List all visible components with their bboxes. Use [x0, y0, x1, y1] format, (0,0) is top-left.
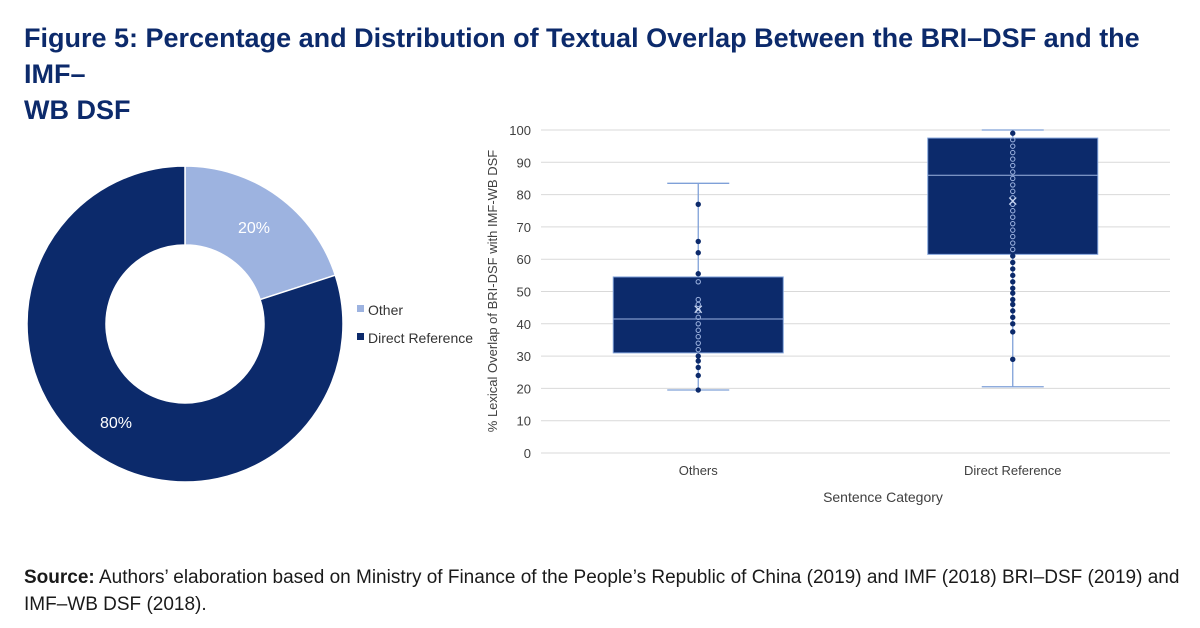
data-point-direct-reference-4 — [1010, 308, 1016, 314]
data-point-direct-reference-29 — [1010, 149, 1016, 156]
x-tick-label-others: Others — [679, 463, 719, 478]
y-tick-label-80: 80 — [517, 188, 531, 203]
legend-label-other: Other — [368, 302, 403, 318]
data-point-direct-reference-18 — [1010, 220, 1016, 227]
data-point-direct-reference-17 — [1010, 227, 1016, 233]
data-point-direct-reference-19 — [1010, 214, 1016, 220]
data-point-direct-reference-5 — [1010, 301, 1016, 308]
data-point-direct-reference-30 — [1010, 143, 1016, 149]
data-point-direct-reference-9 — [1010, 279, 1016, 285]
y-tick-label-0: 0 — [524, 446, 531, 461]
data-point-direct-reference-16 — [1010, 233, 1016, 240]
box-others — [612, 182, 784, 393]
y-tick-label-50: 50 — [517, 285, 531, 300]
y-tick-labels: 0 10 20 30 40 50 60 70 80 90 100 — [509, 123, 531, 461]
figure-title-line1: Figure 5: Percentage and Distribution of… — [24, 23, 1140, 89]
data-point-others-17 — [695, 238, 701, 245]
figure-title: Figure 5: Percentage and Distribution of… — [24, 20, 1174, 128]
source-text: Authors’ elaboration based on Ministry o… — [24, 567, 1180, 615]
donut-slice-direct-reference — [26, 165, 344, 483]
data-point-direct-reference-7 — [1010, 290, 1016, 296]
data-point-others-1 — [695, 372, 701, 379]
figure-charts: 20% 80% Other Direct Reference 0 10 20 30 40… — [26, 123, 1170, 505]
source-note: Source: Authors’ elaboration based on Mi… — [24, 564, 1184, 618]
x-tick-labels: Others Direct Reference — [679, 463, 1062, 478]
donut-label-other: 20% — [238, 220, 270, 237]
y-tick-label-70: 70 — [517, 220, 531, 235]
data-point-others-5 — [695, 346, 701, 353]
figure-title-line2: WB DSF — [24, 95, 131, 125]
data-point-direct-reference-15 — [1010, 240, 1016, 246]
box-direct-reference — [927, 129, 1099, 388]
data-point-direct-reference-26 — [1010, 169, 1016, 175]
iqr-box-direct-reference — [927, 137, 1099, 255]
legend-swatch-direct-reference — [357, 333, 364, 340]
data-point-direct-reference-22 — [1010, 195, 1016, 201]
data-point-direct-reference-13 — [1010, 253, 1016, 259]
data-point-direct-reference-31 — [1010, 136, 1016, 143]
y-tick-label-90: 90 — [517, 155, 531, 170]
data-point-others-8 — [695, 327, 701, 333]
data-point-others-6 — [695, 340, 701, 346]
x-axis-label: Sentence Category — [823, 489, 943, 505]
box-plot-boxes — [612, 129, 1099, 393]
y-axis-label: % Lexical Overlap of BRI-DSF with IMF-WB… — [485, 150, 500, 432]
data-point-direct-reference-2 — [1010, 321, 1016, 327]
y-tick-label-40: 40 — [517, 317, 531, 332]
box-plot-chart: 0 10 20 30 40 50 60 70 80 90 100 Others Direct Refe… — [485, 123, 1170, 505]
data-point-direct-reference-11 — [1010, 266, 1016, 272]
data-point-others-14 — [695, 279, 701, 285]
y-tick-label-10: 10 — [517, 414, 531, 429]
data-point-others-4 — [695, 353, 701, 359]
data-point-direct-reference-23 — [1010, 188, 1016, 195]
data-point-direct-reference-25 — [1010, 175, 1016, 182]
data-point-direct-reference-6 — [1010, 296, 1016, 303]
source-label: Source: — [24, 567, 95, 588]
data-point-others-15 — [695, 271, 701, 277]
donut-slices — [26, 165, 344, 483]
mean-marker-direct-reference — [1008, 197, 1017, 206]
data-point-direct-reference-20 — [1010, 208, 1016, 214]
data-point-direct-reference-12 — [1010, 259, 1016, 266]
data-point-direct-reference-21 — [1010, 201, 1016, 207]
donut-chart: 20% 80% — [26, 165, 344, 483]
mean-marker-others — [694, 305, 703, 314]
y-tick-label-30: 30 — [517, 349, 531, 364]
data-point-others-16 — [695, 250, 701, 256]
data-point-direct-reference-3 — [1010, 314, 1016, 321]
donut-legend: Other Direct Reference — [357, 302, 473, 346]
data-point-direct-reference-1 — [1010, 329, 1016, 335]
data-point-others-9 — [695, 321, 701, 327]
donut-slice-other — [184, 165, 337, 301]
legend-label-direct-reference: Direct Reference — [368, 330, 473, 346]
data-point-direct-reference-27 — [1010, 162, 1016, 169]
data-point-direct-reference-24 — [1010, 182, 1016, 188]
data-point-others-0 — [695, 387, 701, 393]
y-tick-label-20: 20 — [517, 381, 531, 396]
data-point-others-7 — [695, 334, 701, 340]
data-point-others-2 — [695, 364, 701, 371]
x-tick-label-direct-reference: Direct Reference — [964, 463, 1062, 478]
donut-label-direct-reference: 80% — [100, 415, 132, 432]
legend-swatch-other — [357, 305, 364, 312]
data-point-direct-reference-0 — [1010, 356, 1016, 363]
y-tick-label-100: 100 — [509, 123, 531, 138]
data-point-others-10 — [695, 314, 701, 321]
y-tick-label-60: 60 — [517, 252, 531, 267]
data-point-others-18 — [695, 201, 701, 207]
data-point-others-13 — [695, 296, 701, 303]
data-point-direct-reference-28 — [1010, 156, 1016, 162]
data-point-direct-reference-8 — [1010, 285, 1016, 291]
data-point-direct-reference-32 — [1010, 130, 1016, 136]
data-point-direct-reference-10 — [1010, 272, 1016, 279]
data-point-direct-reference-14 — [1010, 246, 1016, 253]
data-point-others-3 — [695, 358, 701, 364]
